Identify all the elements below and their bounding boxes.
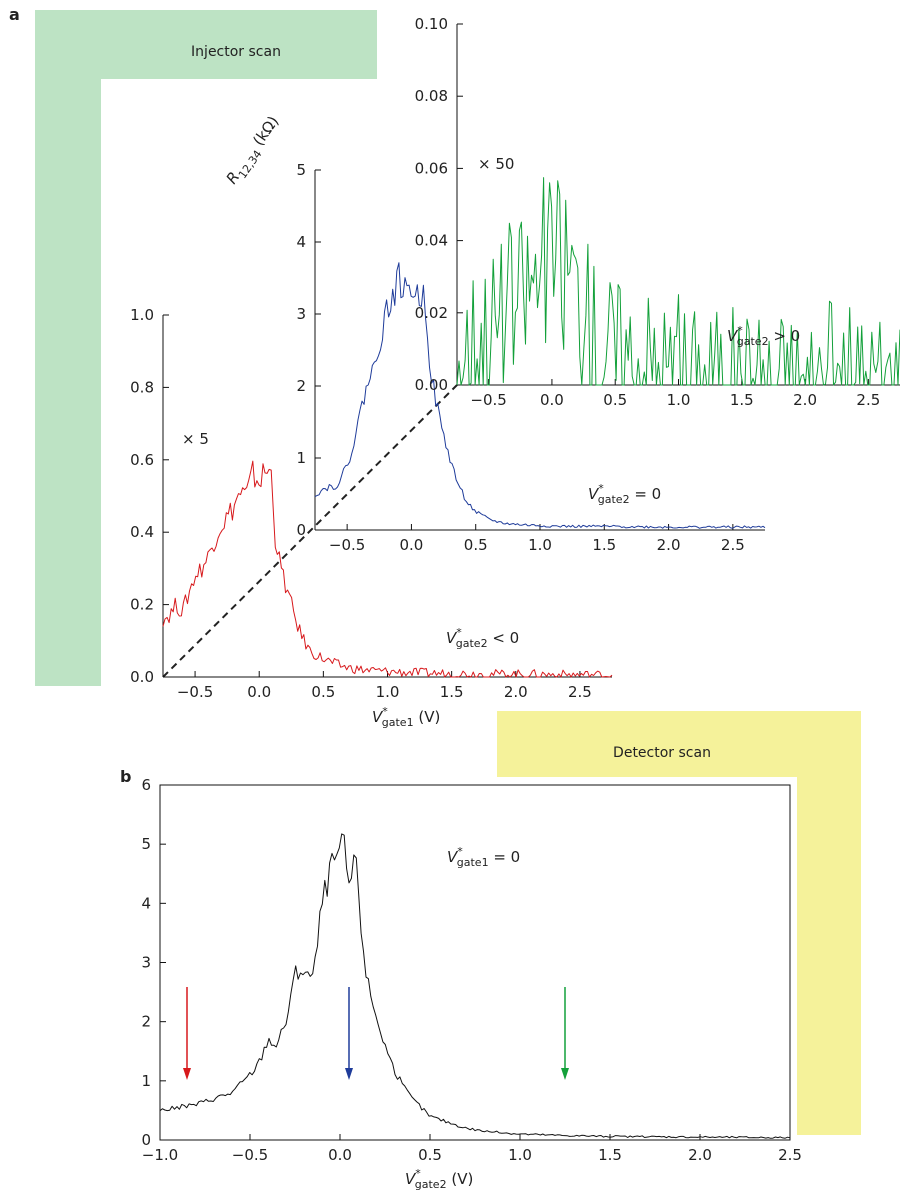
y-tick-label: 2 bbox=[296, 377, 306, 395]
panel-b-letter: b bbox=[120, 767, 131, 786]
y-tick-label: 0.04 bbox=[415, 232, 448, 250]
multiplier-label: × 5 bbox=[182, 430, 209, 448]
condition-label: V* gate2 < 0 bbox=[446, 626, 519, 650]
y-axis-label: R12,34 (kΩ) bbox=[223, 113, 286, 190]
x-tick-label: −0.5 bbox=[470, 391, 506, 409]
y-tick-label: 3 bbox=[141, 954, 151, 972]
y-tick-label: 6 bbox=[141, 776, 151, 794]
chart-b: 0 1 2 3 4 5 6 −1.0 −0.5 0.0 0.5 1.0 1.5 2.0 2.5 V* gate1… bbox=[141, 776, 801, 1191]
x-tick-label: 0.0 bbox=[399, 536, 423, 554]
y-tick-label: 0.06 bbox=[415, 159, 448, 177]
chart-a-green: 0.00 0.02 0.04 0.06 0.08 0.10 −0.5 0.0 0.5 1.0 1.5… bbox=[415, 15, 900, 409]
y-tick-label: 0.02 bbox=[415, 304, 448, 322]
x-tick-label: 1.0 bbox=[667, 391, 691, 409]
x-axis-label: V* gate1 (V) bbox=[372, 705, 440, 729]
y-tick-label: 0.6 bbox=[130, 451, 154, 469]
condition-label: V* gate2 = 0 bbox=[588, 482, 661, 506]
y-tick-label: 0.0 bbox=[130, 668, 154, 686]
y-tick-label: 0.10 bbox=[415, 15, 448, 33]
marker-arrowhead bbox=[183, 1068, 191, 1080]
injector-scan-label: Injector scan bbox=[191, 44, 281, 60]
y-tick-label: 4 bbox=[141, 894, 151, 912]
y-tick-label: 5 bbox=[141, 835, 151, 853]
x-tick-label: 2.0 bbox=[688, 1146, 712, 1164]
x-tick-label: 0.5 bbox=[603, 391, 627, 409]
detector-scan-label: Detector scan bbox=[613, 745, 711, 761]
y-tick-label: 5 bbox=[296, 161, 306, 179]
y-tick-label: 0.08 bbox=[415, 87, 448, 105]
panel-a-letter: a bbox=[9, 5, 20, 24]
x-tick-label: −0.5 bbox=[232, 1146, 268, 1164]
y-tick-label: 1.0 bbox=[130, 306, 154, 324]
condition-label: V* gate2 > 0 bbox=[727, 324, 800, 348]
plot-frame bbox=[159, 784, 791, 1141]
x-tick-label: 1.0 bbox=[508, 1146, 532, 1164]
x-tick-label: 1.5 bbox=[592, 536, 616, 554]
y-tick-label: 0 bbox=[141, 1131, 151, 1149]
x-tick-label: 1.5 bbox=[598, 1146, 622, 1164]
chart-a-blue: 0 1 2 3 4 5 −0.5 0.0 0.5 1.0 1.5 2.0 2.5 V* gate2 = 0 R… bbox=[223, 113, 766, 554]
offset-diagonal-line bbox=[162, 384, 458, 678]
x-tick-label: 2.5 bbox=[778, 1146, 802, 1164]
series-line bbox=[159, 833, 791, 1139]
x-tick-label: 2.0 bbox=[793, 391, 817, 409]
x-tick-label: 1.0 bbox=[528, 536, 552, 554]
marker-arrowhead bbox=[561, 1068, 569, 1080]
x-tick-label: 0.0 bbox=[540, 391, 564, 409]
series-line bbox=[162, 460, 613, 678]
y-tick-label: 1 bbox=[141, 1072, 151, 1090]
x-tick-label: 0.5 bbox=[311, 683, 335, 701]
y-tick-label: 0 bbox=[296, 521, 306, 539]
x-tick-label: 1.5 bbox=[440, 683, 464, 701]
y-tick-label: 2 bbox=[141, 1013, 151, 1031]
y-tick-label: 0.00 bbox=[415, 376, 448, 394]
x-tick-label: 2.5 bbox=[856, 391, 880, 409]
multiplier-label: × 50 bbox=[478, 155, 514, 173]
x-tick-label: 2.0 bbox=[657, 536, 681, 554]
x-tick-label: 0.0 bbox=[328, 1146, 352, 1164]
y-tick-label: 3 bbox=[296, 305, 306, 323]
x-tick-label: 0.5 bbox=[464, 536, 488, 554]
marker-arrowhead bbox=[345, 1068, 353, 1080]
x-tick-label: 2.5 bbox=[568, 683, 592, 701]
x-tick-label: 2.0 bbox=[504, 683, 528, 701]
y-tick-label: 4 bbox=[296, 233, 306, 251]
x-tick-label: 1.5 bbox=[730, 391, 754, 409]
detector-scan-banner bbox=[497, 711, 861, 1135]
y-tick-label: 1 bbox=[296, 449, 306, 467]
x-tick-label: 0.0 bbox=[247, 683, 271, 701]
y-tick-label: 0.8 bbox=[130, 378, 154, 396]
y-tick-label: 0.2 bbox=[130, 596, 154, 614]
injector-scan-banner bbox=[35, 10, 377, 686]
x-axis-label: V* gate2 (V) bbox=[405, 1167, 473, 1191]
x-tick-label: 2.5 bbox=[721, 536, 745, 554]
series-line bbox=[314, 262, 766, 529]
x-tick-label: 0.5 bbox=[418, 1146, 442, 1164]
x-tick-label: −1.0 bbox=[142, 1146, 178, 1164]
x-tick-label: −0.5 bbox=[329, 536, 365, 554]
chart-a-red: 0.0 0.2 0.4 0.6 0.8 1.0 −0.5 0.0 0.5 1.0 1.5 2.0 2.5… bbox=[130, 306, 613, 729]
condition-label: V* gate1 = 0 bbox=[447, 845, 520, 869]
series-line bbox=[456, 177, 900, 386]
x-tick-label: −0.5 bbox=[177, 683, 213, 701]
x-tick-label: 1.0 bbox=[376, 683, 400, 701]
y-tick-label: 0.4 bbox=[130, 523, 154, 541]
